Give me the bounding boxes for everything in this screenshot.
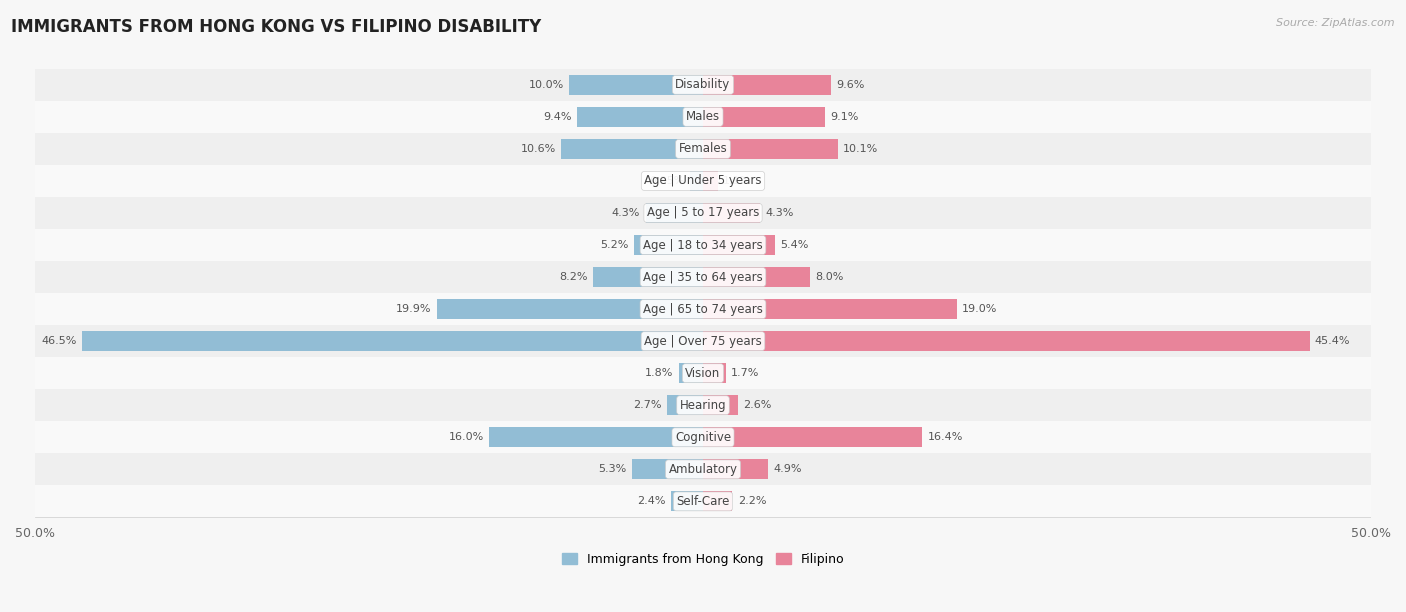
Bar: [703, 395, 738, 415]
Text: 2.7%: 2.7%: [633, 400, 662, 410]
Bar: [666, 395, 703, 415]
Text: Females: Females: [679, 143, 727, 155]
Bar: [437, 299, 703, 319]
Bar: [703, 75, 831, 95]
Text: 19.9%: 19.9%: [396, 304, 432, 314]
Bar: [35, 357, 1371, 389]
Text: 5.3%: 5.3%: [599, 465, 627, 474]
Bar: [569, 75, 703, 95]
Text: 10.0%: 10.0%: [529, 80, 564, 90]
Bar: [35, 293, 1371, 325]
Bar: [35, 133, 1371, 165]
Text: 4.9%: 4.9%: [773, 465, 803, 474]
Bar: [35, 485, 1371, 517]
Text: Age | Under 5 years: Age | Under 5 years: [644, 174, 762, 187]
Text: 0.95%: 0.95%: [650, 176, 685, 186]
Text: 10.1%: 10.1%: [844, 144, 879, 154]
Text: 2.2%: 2.2%: [738, 496, 766, 506]
Text: 16.4%: 16.4%: [928, 432, 963, 442]
Text: IMMIGRANTS FROM HONG KONG VS FILIPINO DISABILITY: IMMIGRANTS FROM HONG KONG VS FILIPINO DI…: [11, 18, 541, 36]
Text: Cognitive: Cognitive: [675, 431, 731, 444]
Text: Disability: Disability: [675, 78, 731, 91]
Text: Vision: Vision: [685, 367, 721, 379]
Text: Ambulatory: Ambulatory: [668, 463, 738, 476]
Legend: Immigrants from Hong Kong, Filipino: Immigrants from Hong Kong, Filipino: [557, 548, 849, 571]
Bar: [35, 165, 1371, 197]
Bar: [35, 389, 1371, 421]
Text: 46.5%: 46.5%: [41, 336, 76, 346]
Text: 2.4%: 2.4%: [637, 496, 665, 506]
Text: 9.4%: 9.4%: [544, 112, 572, 122]
Bar: [703, 331, 1309, 351]
Bar: [35, 229, 1371, 261]
Bar: [578, 107, 703, 127]
Bar: [703, 491, 733, 511]
Bar: [703, 235, 775, 255]
Bar: [703, 171, 717, 191]
Bar: [703, 460, 769, 479]
Text: 8.2%: 8.2%: [560, 272, 588, 282]
Bar: [593, 267, 703, 287]
Text: Hearing: Hearing: [679, 399, 727, 412]
Text: 5.4%: 5.4%: [780, 240, 808, 250]
Text: 45.4%: 45.4%: [1315, 336, 1350, 346]
Bar: [703, 364, 725, 383]
Text: 2.6%: 2.6%: [744, 400, 772, 410]
Bar: [35, 261, 1371, 293]
Bar: [35, 325, 1371, 357]
Text: Age | Over 75 years: Age | Over 75 years: [644, 335, 762, 348]
Bar: [489, 427, 703, 447]
Text: 9.1%: 9.1%: [830, 112, 858, 122]
Bar: [703, 139, 838, 159]
Text: 4.3%: 4.3%: [612, 208, 640, 218]
Text: 16.0%: 16.0%: [449, 432, 484, 442]
Bar: [679, 364, 703, 383]
Bar: [82, 331, 703, 351]
Bar: [645, 203, 703, 223]
Bar: [35, 453, 1371, 485]
Bar: [703, 299, 957, 319]
Text: 1.8%: 1.8%: [645, 368, 673, 378]
Bar: [633, 460, 703, 479]
Bar: [35, 421, 1371, 453]
Text: 19.0%: 19.0%: [962, 304, 998, 314]
Text: 5.2%: 5.2%: [600, 240, 628, 250]
Text: Age | 18 to 34 years: Age | 18 to 34 years: [643, 239, 763, 252]
Bar: [671, 491, 703, 511]
Bar: [690, 171, 703, 191]
Text: 9.6%: 9.6%: [837, 80, 865, 90]
Bar: [703, 107, 824, 127]
Text: Age | 5 to 17 years: Age | 5 to 17 years: [647, 206, 759, 220]
Text: 1.1%: 1.1%: [723, 176, 751, 186]
Text: Males: Males: [686, 110, 720, 124]
Bar: [35, 101, 1371, 133]
Text: 8.0%: 8.0%: [815, 272, 844, 282]
Bar: [634, 235, 703, 255]
Bar: [703, 427, 922, 447]
Text: 10.6%: 10.6%: [520, 144, 555, 154]
Bar: [703, 267, 810, 287]
Text: Age | 65 to 74 years: Age | 65 to 74 years: [643, 302, 763, 316]
Bar: [35, 197, 1371, 229]
Bar: [561, 139, 703, 159]
Text: 4.3%: 4.3%: [766, 208, 794, 218]
Text: Self-Care: Self-Care: [676, 495, 730, 508]
Text: 1.7%: 1.7%: [731, 368, 759, 378]
Bar: [35, 69, 1371, 101]
Text: Source: ZipAtlas.com: Source: ZipAtlas.com: [1277, 18, 1395, 28]
Bar: [703, 203, 761, 223]
Text: Age | 35 to 64 years: Age | 35 to 64 years: [643, 271, 763, 283]
